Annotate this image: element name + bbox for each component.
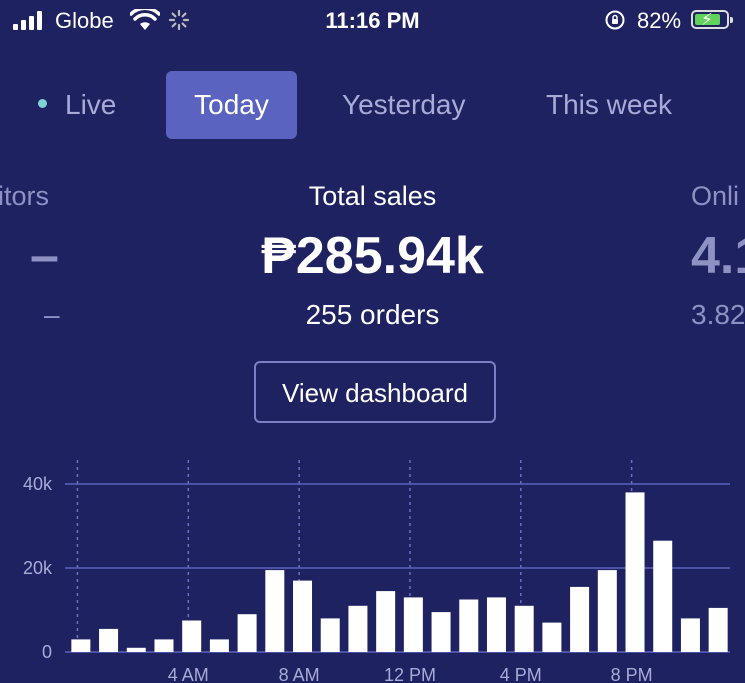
x-tick-label: 4 AM xyxy=(168,665,209,683)
metric-visitors-label: itors xyxy=(0,181,50,211)
bar xyxy=(265,570,285,652)
metric-visitors-sub: – xyxy=(44,299,60,330)
rotation-lock-icon xyxy=(605,10,625,30)
bar xyxy=(570,586,590,652)
bar xyxy=(293,580,313,652)
metric-total-sales-label: Total sales xyxy=(308,181,437,211)
battery-percent: 82% xyxy=(637,8,682,33)
bar xyxy=(320,618,340,652)
bar xyxy=(126,647,146,652)
bar xyxy=(459,599,479,652)
y-tick-label: 20k xyxy=(23,558,53,578)
tab-today-label: Today xyxy=(194,89,269,120)
x-tick-label: 8 PM xyxy=(611,665,653,683)
tab-this-week[interactable]: This week xyxy=(546,71,672,139)
bar xyxy=(514,605,534,652)
bar xyxy=(542,622,562,652)
wifi-icon xyxy=(130,9,160,30)
bar xyxy=(182,620,202,652)
x-tick-label: 12 PM xyxy=(384,665,436,683)
bar xyxy=(376,591,396,652)
bar xyxy=(71,639,91,652)
bar xyxy=(680,618,700,652)
bar xyxy=(708,607,728,652)
y-tick-label: 0 xyxy=(42,642,52,662)
metric-visitors-value: – xyxy=(30,227,59,285)
tab-yesterday[interactable]: Yesterday xyxy=(342,71,466,139)
view-dashboard-button[interactable]: View dashboard xyxy=(254,361,496,423)
metric-total-sales-value: ₱285.94k xyxy=(261,227,484,285)
bar xyxy=(431,612,451,652)
bar xyxy=(403,597,423,652)
tab-this-week-label: This week xyxy=(546,89,673,120)
tab-live-label: Live xyxy=(65,89,117,120)
metric-online-value: 4.1 xyxy=(691,227,745,285)
y-tick-label: 40k xyxy=(23,474,53,494)
tab-live[interactable]: Live xyxy=(38,71,116,139)
bar xyxy=(154,639,174,652)
carrier-name: Globe xyxy=(55,8,114,33)
tab-today[interactable]: Today xyxy=(166,71,297,139)
activity-spinner-icon xyxy=(168,9,190,31)
bar xyxy=(653,540,673,652)
bar xyxy=(625,492,645,652)
bar xyxy=(597,570,617,652)
battery-icon: ⚡ xyxy=(691,10,733,29)
bar xyxy=(209,639,229,652)
status-bar: Globe 11:16 PM 82% ⚡ xyxy=(0,0,745,40)
date-range-tabs: Live Today Yesterday This week xyxy=(0,71,745,139)
cellular-signal-icon xyxy=(13,11,45,30)
x-tick-label: 8 AM xyxy=(279,665,320,683)
sales-bar-chart: 40k 20k 0 4 AM 8 AM 12 PM 4 PM 8 PM xyxy=(23,460,730,683)
metric-orders-count: 255 orders xyxy=(305,299,440,330)
bar xyxy=(99,628,119,652)
bar xyxy=(486,597,506,652)
bar xyxy=(348,605,368,652)
live-indicator-icon xyxy=(38,99,47,109)
x-tick-label: 4 PM xyxy=(500,665,542,683)
clock-time: 11:16 PM xyxy=(325,8,420,33)
bar xyxy=(237,614,257,652)
metric-online-label: Onli xyxy=(691,181,740,211)
tab-yesterday-label: Yesterday xyxy=(342,89,466,120)
metric-online-sub: 3.82 xyxy=(691,299,745,330)
